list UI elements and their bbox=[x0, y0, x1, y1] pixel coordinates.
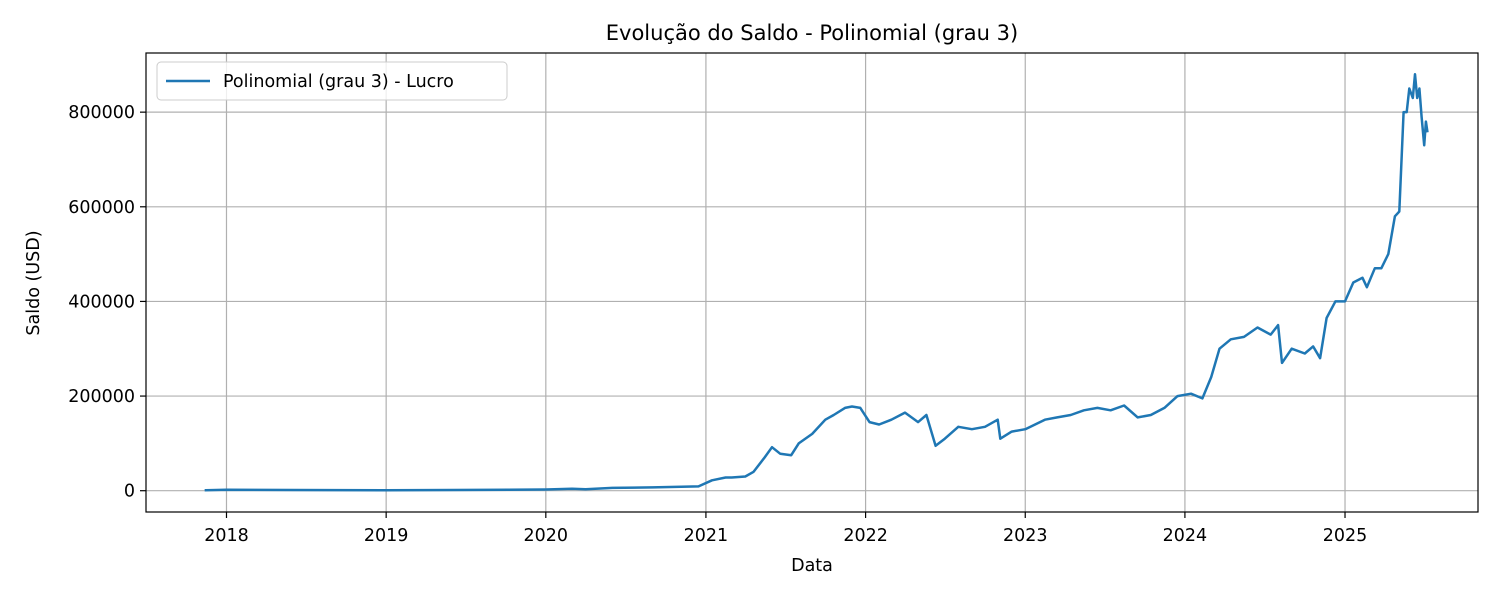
plot-area-frame bbox=[145, 52, 1479, 513]
y-axis: 0 200000 400000 600000 800000 bbox=[68, 103, 146, 502]
legend-box bbox=[156, 61, 508, 101]
x-axis-title: Data bbox=[791, 556, 833, 576]
legend-label: Polinomial (grau 3) - Lucro bbox=[223, 72, 454, 92]
x-tick-label: 2024 bbox=[1163, 526, 1208, 546]
x-tick-label: 2019 bbox=[364, 526, 409, 546]
series-layer bbox=[204, 73, 1429, 492]
x-tick-label: 2018 bbox=[204, 526, 249, 546]
x-axis: 2018 2019 2020 2021 2022 2023 2024 2025 bbox=[204, 512, 1367, 546]
y-tick-label: 800000 bbox=[68, 103, 135, 123]
y-tick-label: 0 bbox=[124, 482, 135, 502]
series-line-0 bbox=[204, 73, 1429, 492]
y-tick-label: 200000 bbox=[68, 387, 135, 407]
y-tick-label: 400000 bbox=[68, 292, 135, 312]
x-tick-label: 2021 bbox=[684, 526, 729, 546]
x-tick-label: 2025 bbox=[1323, 526, 1368, 546]
chart-title: Evolução do Saldo - Polinomial (grau 3) bbox=[606, 21, 1018, 45]
x-tick-label: 2022 bbox=[843, 526, 888, 546]
x-tick-label: 2020 bbox=[524, 526, 569, 546]
y-axis-title: Saldo (USD) bbox=[24, 230, 44, 335]
x-tick-label: 2023 bbox=[1003, 526, 1048, 546]
legend: Polinomial (grau 3) - Lucro bbox=[156, 61, 508, 101]
y-tick-label: 600000 bbox=[68, 198, 135, 218]
